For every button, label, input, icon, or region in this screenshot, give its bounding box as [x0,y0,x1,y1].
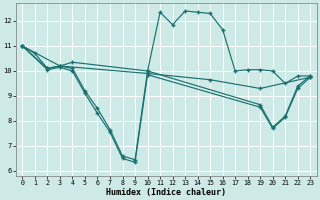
X-axis label: Humidex (Indice chaleur): Humidex (Indice chaleur) [106,188,226,197]
